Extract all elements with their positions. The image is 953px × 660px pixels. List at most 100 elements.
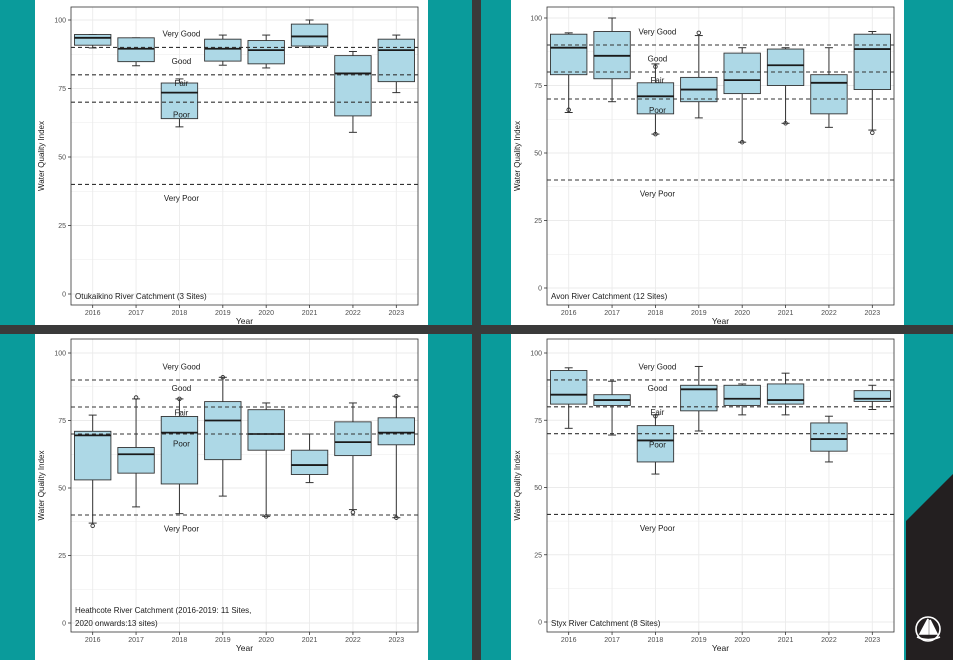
- plot-border: [546, 338, 895, 633]
- threshold-label: Poor: [649, 440, 666, 449]
- x-tick-label: 2021: [302, 310, 318, 317]
- box-2016: [550, 32, 588, 113]
- threshold-label: Very Poor: [164, 194, 199, 203]
- x-tick-label: 2017: [128, 637, 144, 644]
- catchment-annotation: Heathcote River Catchment (2016-2019: 11…: [75, 606, 251, 615]
- y-axis-title: Water Quality Index: [513, 451, 522, 521]
- box-body: [550, 370, 588, 405]
- outlier-point: [696, 30, 702, 36]
- catchment-annotation: Styx River Catchment (8 Sites): [551, 619, 661, 628]
- box-2022: [334, 51, 372, 133]
- x-tick-label: 2020: [258, 310, 274, 317]
- x-tick-label: 2023: [389, 637, 405, 644]
- box-body: [334, 421, 372, 457]
- threshold-label: Fair: [651, 408, 665, 417]
- corner-triangle: [906, 474, 953, 660]
- y-tick-label: 25: [534, 218, 542, 225]
- x-axis-title: Year: [236, 316, 253, 325]
- grid-lines: [71, 339, 418, 632]
- box-body: [117, 447, 155, 474]
- threshold-label: Very Good: [639, 28, 677, 37]
- x-tick-label: 2019: [215, 637, 231, 644]
- threshold-label: Fair: [651, 76, 665, 85]
- y-tick-label: 100: [530, 16, 542, 23]
- box-body: [74, 34, 112, 46]
- y-tick-label: 0: [538, 620, 542, 627]
- box-2021: [766, 372, 805, 416]
- threshold-label: Poor: [173, 111, 190, 120]
- x-tick-label: 2016: [85, 310, 101, 317]
- box-2019: [680, 30, 718, 119]
- threshold-label: Very Good: [639, 362, 677, 371]
- outlier-point: [220, 375, 226, 380]
- outlier-point: [394, 515, 399, 520]
- box-2023: [377, 34, 415, 94]
- otukaikino-boxplot-chart: 0 25 50 75 100 2016 2017 2018 2019 2020 2021 2022 20…: [37, 6, 419, 325]
- plot-border: [70, 338, 419, 633]
- box-body: [247, 409, 285, 451]
- threshold-label: Very Good: [163, 30, 201, 39]
- corner-decoration: [906, 474, 953, 660]
- x-tick-label: 2020: [258, 637, 274, 644]
- heathcote-chart-quadrant: 0 25 50 75 100 2016 2017 2018 2019 2020 2021 2022 20…: [0, 334, 472, 660]
- outlier-point: [653, 131, 658, 137]
- box-2023: [853, 384, 891, 410]
- y-tick-label: 100: [54, 18, 66, 25]
- y-axis-title: Water Quality Index: [37, 121, 46, 191]
- y-tick-label: 25: [58, 553, 66, 560]
- y-tick-label: 25: [58, 223, 66, 230]
- box-body: [766, 48, 805, 86]
- box-2020: [723, 383, 761, 416]
- y-tick-label: 75: [58, 418, 66, 425]
- x-axis-title: Year: [236, 643, 253, 653]
- x-tick-label: 2018: [648, 310, 664, 317]
- y-tick-label: 75: [534, 83, 542, 90]
- otukaikino-chart-quadrant: 0 25 50 75 100 2016 2017 2018 2019 2020 2021 2022 20…: [0, 0, 472, 325]
- box-2022: [810, 415, 848, 463]
- x-tick-label: 2022: [821, 310, 837, 317]
- x-axis-title: Year: [712, 316, 729, 325]
- box-2017: [117, 395, 155, 508]
- boat-sail-icon: [915, 616, 941, 642]
- box-2018: [636, 413, 675, 475]
- outlier-point: [653, 64, 658, 69]
- box-2017: [117, 37, 155, 67]
- x-tick-label: 2023: [865, 637, 881, 644]
- box-2021: [766, 47, 805, 126]
- styx-boxplot-chart: 0 25 50 75 100 2016 2017 2018 2019 2020 2021 2022 20…: [513, 338, 895, 653]
- outlier-point: [177, 396, 182, 402]
- x-tick-label: 2017: [604, 310, 620, 317]
- y-tick-label: 75: [58, 86, 66, 93]
- threshold-label: Poor: [173, 439, 190, 448]
- outlier-point: [90, 523, 95, 529]
- x-axis-title: Year: [712, 643, 729, 653]
- catchment-annotation: Avon River Catchment (12 Sites): [551, 292, 668, 301]
- x-tick-label: 2019: [215, 310, 231, 317]
- threshold-label: Good: [172, 384, 192, 393]
- box-body: [810, 74, 848, 115]
- y-tick-label: 100: [530, 351, 542, 358]
- box-2021: [290, 433, 329, 484]
- y-tick-label: 0: [538, 286, 542, 293]
- x-tick-label: 2016: [561, 310, 577, 317]
- threshold-label: Fair: [175, 408, 189, 417]
- box-body: [377, 417, 415, 446]
- box-2020: [247, 34, 285, 69]
- styx-chart-quadrant: 0 25 50 75 100 2016 2017 2018 2019 2020 2021 2022 20…: [481, 334, 953, 660]
- y-tick-label: 75: [534, 418, 542, 425]
- y-tick-label: 0: [62, 621, 66, 628]
- outlier-point: [263, 514, 269, 519]
- box-body: [334, 55, 372, 117]
- y-tick-label: 50: [534, 151, 542, 158]
- x-tick-label: 2022: [345, 310, 361, 317]
- heathcote-chart-panel: 0 25 50 75 100 2016 2017 2018 2019 2020 2021 2022 20…: [35, 334, 428, 660]
- y-tick-label: 50: [58, 486, 66, 493]
- x-tick-label: 2023: [389, 310, 405, 317]
- x-tick-label: 2020: [734, 637, 750, 644]
- outlier-point: [566, 107, 571, 113]
- y-axis-title: Water Quality Index: [37, 451, 46, 521]
- grid-lines: [547, 339, 894, 632]
- x-tick-label: 2017: [604, 637, 620, 644]
- box-2018: [160, 396, 199, 515]
- x-tick-label: 2021: [778, 310, 794, 317]
